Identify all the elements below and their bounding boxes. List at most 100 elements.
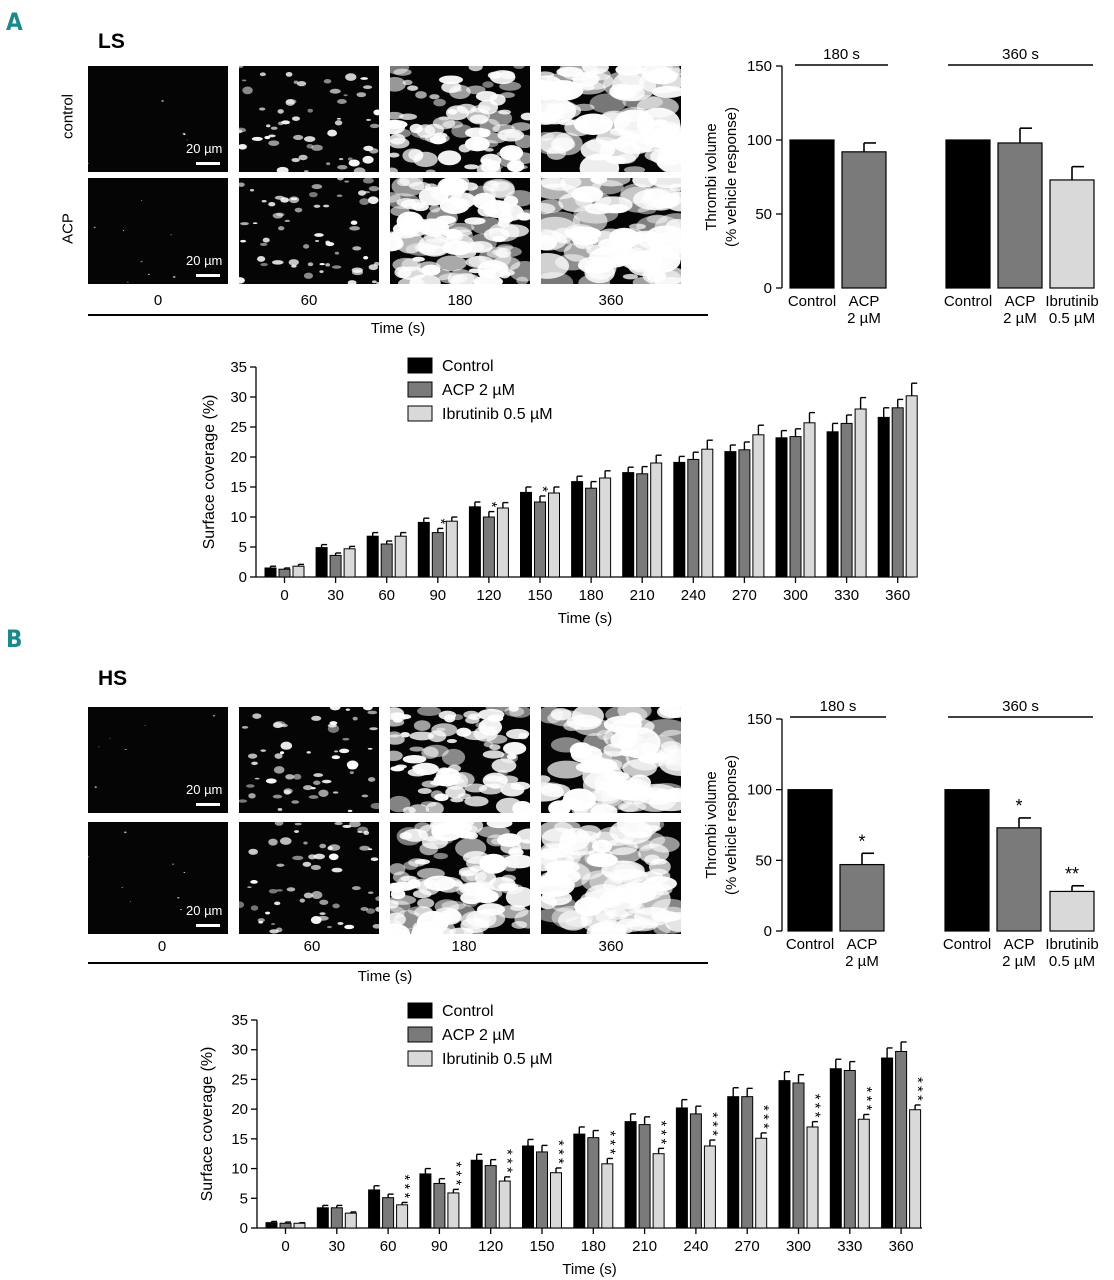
platelet-aggregate — [328, 844, 341, 851]
micrograph: 20 µm — [88, 822, 228, 934]
platelet-aggregate — [501, 269, 515, 276]
platelet-aggregate — [329, 721, 338, 726]
platelet-aggregate — [216, 151, 218, 152]
significance-marker: * — [807, 1094, 824, 1100]
time-label: 60 — [303, 938, 321, 955]
platelet-aggregate — [541, 272, 574, 284]
bar — [315, 547, 328, 578]
significance-marker: * — [755, 1123, 772, 1129]
platelet-aggregate — [93, 226, 96, 229]
bar — [806, 1126, 819, 1229]
micrograph-texture — [390, 66, 530, 172]
platelet-aggregate — [586, 852, 618, 868]
platelet-aggregate — [360, 77, 369, 80]
legend-swatch — [407, 1002, 433, 1019]
bar — [431, 532, 444, 578]
platelet-aggregate — [336, 117, 342, 120]
platelet-aggregate — [392, 222, 421, 236]
micrograph — [239, 66, 379, 172]
platelet-aggregate — [449, 927, 474, 934]
bar — [675, 1107, 688, 1229]
platelet-aggregate — [342, 737, 350, 741]
micrograph — [390, 822, 530, 934]
bar-category-label: ACP — [847, 936, 878, 953]
platelet-aggregate — [268, 888, 278, 894]
platelet-aggregate — [147, 273, 150, 276]
platelet-aggregate — [124, 748, 128, 750]
scale-bar-label: 20 µm — [186, 782, 223, 797]
platelet-aggregate — [334, 251, 340, 255]
platelet-aggregate — [363, 191, 371, 194]
platelet-aggregate — [627, 230, 666, 250]
micrograph-texture — [390, 822, 530, 934]
significance-marker: * — [704, 1130, 721, 1136]
platelet-aggregate — [352, 246, 362, 251]
platelet-aggregate — [161, 100, 164, 102]
platelet-aggregate — [363, 255, 369, 260]
y-tick-label: 0 — [764, 280, 772, 297]
micrograph — [390, 178, 530, 284]
bar — [857, 1118, 870, 1229]
platelet-aggregate — [337, 178, 344, 181]
platelet-aggregate — [247, 753, 258, 759]
platelet-aggregate — [395, 232, 425, 254]
x-tick-label: 360 — [885, 587, 910, 604]
platelet-aggregate — [249, 189, 255, 192]
platelet-aggregate — [408, 804, 430, 813]
platelet-aggregate — [331, 867, 343, 873]
platelet-aggregate — [399, 714, 412, 720]
bar-category-label: Ibrutinib — [1045, 936, 1098, 953]
platelet-aggregate — [350, 220, 358, 225]
platelet-aggregate — [577, 256, 614, 274]
time-label: 360 — [598, 938, 624, 955]
platelet-aggregate — [367, 747, 373, 750]
significance-marker: * — [432, 518, 449, 524]
platelet-aggregate — [310, 916, 322, 925]
platelet-aggregate — [286, 887, 296, 892]
platelet-aggregate — [266, 124, 271, 128]
bar-category-label: 0.5 µM — [1049, 953, 1095, 970]
platelet-aggregate — [390, 919, 402, 932]
platelet-aggregate — [347, 809, 353, 813]
platelet-aggregate — [482, 81, 494, 88]
platelet-aggregate — [369, 123, 379, 129]
platelet-aggregate — [239, 127, 247, 133]
platelet-aggregate — [390, 863, 406, 876]
platelet-aggregate — [445, 105, 469, 121]
platelet-aggregate — [502, 742, 527, 755]
surface-coverage-chart-ls: 0 5 10 15 20 25 30 35 Surface coverage (%) 0 30 60 9… — [201, 357, 918, 627]
platelet-aggregate — [247, 886, 252, 888]
platelet-aggregate — [280, 837, 292, 845]
platelet-aggregate — [288, 196, 300, 204]
platelet-aggregate — [291, 800, 300, 804]
bar — [496, 507, 509, 578]
bar — [433, 1182, 446, 1229]
platelet-aggregate — [468, 66, 483, 72]
platelet-aggregate — [367, 710, 378, 715]
group-label: 360 s — [1002, 698, 1039, 715]
platelet-aggregate — [396, 827, 423, 846]
significance-marker: * — [447, 1161, 464, 1167]
platelet-aggregate — [369, 148, 379, 154]
platelet-aggregate — [362, 707, 373, 711]
significance-marker: * — [755, 1114, 772, 1120]
platelet-aggregate — [439, 197, 470, 215]
platelet-aggregate — [349, 822, 361, 828]
platelet-aggregate — [259, 242, 268, 246]
platelet-aggregate — [546, 146, 567, 160]
platelet-aggregate — [313, 853, 326, 860]
significance-marker: * — [550, 1140, 567, 1146]
bar — [877, 416, 890, 578]
platelet-aggregate — [254, 777, 260, 780]
platelet-aggregate — [239, 799, 248, 803]
platelet-aggregate — [252, 713, 262, 719]
bar — [380, 543, 393, 578]
platelet-aggregate — [394, 266, 412, 279]
bar — [703, 1145, 716, 1229]
bar — [881, 1057, 894, 1229]
platelet-aggregate — [366, 908, 376, 914]
legend-swatch — [407, 357, 433, 374]
platelet-aggregate — [315, 240, 320, 242]
bar — [652, 1153, 665, 1229]
platelet-aggregate — [436, 255, 467, 272]
